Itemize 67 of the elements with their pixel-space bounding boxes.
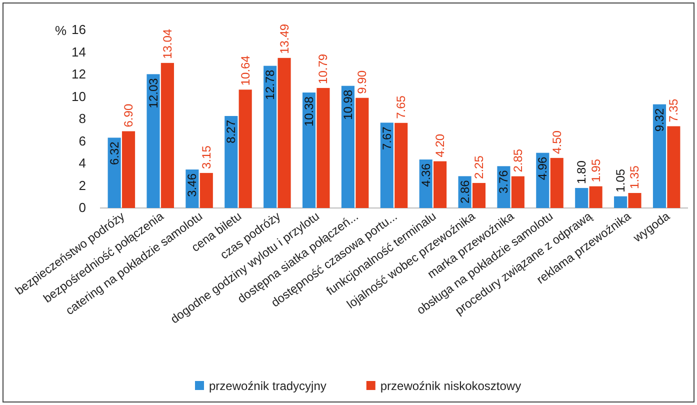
data-label: 8.27 <box>224 120 238 144</box>
bar <box>550 158 564 208</box>
data-label: 1.95 <box>588 158 603 182</box>
bar <box>667 126 680 208</box>
bar <box>200 172 213 208</box>
y-tick-label: 16 <box>72 22 86 38</box>
data-label: 6.90 <box>122 104 136 128</box>
data-label: 4.50 <box>550 130 564 154</box>
bar <box>238 90 252 208</box>
bar <box>302 92 316 208</box>
bar <box>108 138 121 208</box>
data-label: 1.35 <box>628 165 642 189</box>
data-label: 2.86 <box>458 180 472 204</box>
bar <box>589 186 602 208</box>
bar <box>316 88 330 208</box>
data-label: 10.79 <box>316 54 330 84</box>
data-label: 4.20 <box>433 134 448 158</box>
bar <box>614 196 628 208</box>
y-axis-title: % <box>55 23 67 38</box>
data-label: 3.15 <box>199 145 214 169</box>
data-label: 9.32 <box>652 108 666 132</box>
y-tick-label: 8 <box>78 111 86 126</box>
data-label: 4.36 <box>418 163 433 187</box>
bar <box>122 131 136 208</box>
data-label: 1.05 <box>614 168 628 192</box>
data-label: 7.65 <box>394 95 408 119</box>
data-label: 12.78 <box>263 70 278 100</box>
data-label: 3.76 <box>496 170 511 194</box>
bar <box>434 161 447 208</box>
bar <box>380 122 394 208</box>
bar <box>511 176 524 208</box>
data-label: 10.64 <box>238 55 252 86</box>
data-label: 13.04 <box>160 28 174 59</box>
bar <box>224 116 238 208</box>
data-label: 13.49 <box>277 24 292 54</box>
data-label: 10.98 <box>340 90 355 120</box>
bar <box>160 62 174 208</box>
bar <box>356 98 369 208</box>
data-label: 6.32 <box>107 141 122 166</box>
y-tick-label: 6 <box>78 133 86 148</box>
bar <box>575 188 588 208</box>
data-label: 10.38 <box>302 96 316 127</box>
data-label: 9.90 <box>355 70 370 94</box>
bar <box>394 122 408 208</box>
bar <box>652 104 666 208</box>
y-tick-label: 4 <box>78 156 86 171</box>
data-label: 2.85 <box>510 148 525 172</box>
bar <box>341 86 354 208</box>
legend-label: przewoźnik niskokosztowy <box>380 379 522 393</box>
bar <box>146 74 160 208</box>
data-label: 7.67 <box>380 126 394 150</box>
bar <box>472 182 486 208</box>
data-label: 3.46 <box>185 173 200 197</box>
y-tick-label: 14 <box>72 44 86 60</box>
y-tick-label: 2 <box>78 178 86 193</box>
data-label: 4.96 <box>536 156 550 180</box>
data-label: 2.25 <box>472 155 486 179</box>
bar <box>628 192 642 208</box>
y-tick-label: 10 <box>72 88 86 104</box>
bar <box>278 58 291 208</box>
bar <box>264 66 277 208</box>
y-tick-label: 0 <box>78 200 86 216</box>
y-tick-label: 12 <box>72 66 86 82</box>
data-label: 1.80 <box>574 160 589 184</box>
data-label: 12.03 <box>146 78 160 108</box>
legend-label: przewoźnik tradycyjny <box>209 379 326 393</box>
data-label: 7.35 <box>666 98 681 122</box>
